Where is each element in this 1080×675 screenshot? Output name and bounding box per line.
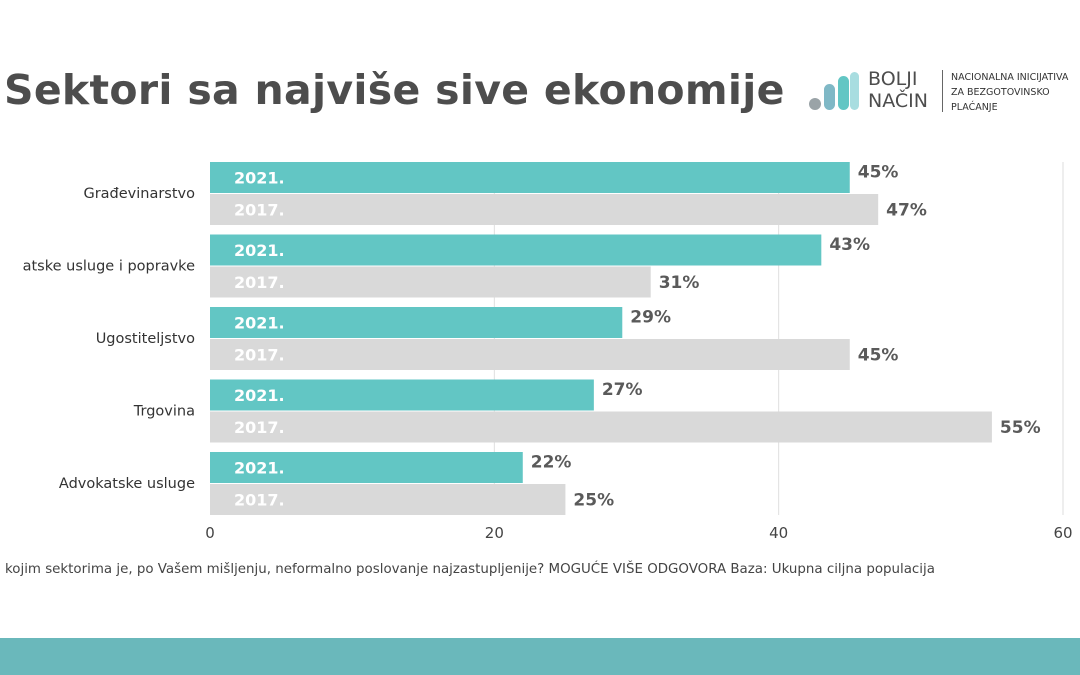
bar (210, 452, 523, 483)
category-label: Ugostiteljstvo (96, 331, 195, 347)
bar-series-label: 2017. (234, 273, 285, 292)
bar-series-label: 2021. (234, 459, 285, 478)
bar (210, 234, 822, 266)
x-tick-label: 60 (1053, 524, 1072, 542)
bar (210, 484, 566, 515)
logo-tagline-line3: PLAĆANJE (951, 102, 998, 113)
bar (210, 194, 879, 225)
bottom-bar (0, 638, 1080, 675)
logo: BOLJI NAČIN NACIONALNA INICIJATIVA ZA BE… (808, 68, 1080, 118)
bar-series-label: 2017. (234, 491, 285, 510)
logo-tagline-line2: ZA BEZGOTOVINSKO (951, 87, 1050, 98)
chart-title: Sektori sa najviše sive ekonomije (4, 66, 785, 114)
bar (210, 339, 850, 370)
data-label: 22% (531, 453, 572, 473)
logo-name: BOLJI NAČIN (868, 68, 928, 112)
category-label: Građevinarstvo (83, 186, 195, 202)
bar-series-label: 2021. (234, 386, 285, 405)
logo-tagline-line1: NACIONALNA INICIJATIVA (951, 72, 1069, 83)
data-label: 29% (630, 308, 671, 328)
bar-series-label: 2017. (234, 201, 285, 220)
x-tick-label: 0 (205, 524, 215, 542)
data-label: 45% (858, 346, 899, 366)
category-label: Advokatske usluge (59, 476, 195, 492)
bar-series-label: 2017. (234, 418, 285, 437)
logo-name-line1: BOLJI (868, 68, 918, 90)
bar-series-label: 2017. (234, 346, 285, 365)
category-label: atske usluge i popravke (23, 259, 195, 275)
logo-mark-icon (809, 72, 859, 110)
bar-series-label: 2021. (234, 169, 285, 188)
bar (210, 411, 992, 443)
data-label: 47% (886, 201, 927, 221)
data-label: 55% (1000, 418, 1041, 438)
footnote: kojim sektorima je, po Vašem mišljenju, … (5, 562, 935, 577)
logo-tagline: NACIONALNA INICIJATIVA ZA BEZGOTOVINSKO … (951, 70, 1068, 115)
x-tick-label: 40 (769, 524, 788, 542)
data-label: 43% (829, 235, 870, 255)
data-label: 25% (573, 491, 614, 511)
data-label: 31% (659, 273, 700, 293)
bar-series-label: 2021. (234, 314, 285, 333)
bar (210, 266, 651, 298)
bar (210, 379, 594, 411)
bar-series-label: 2021. (234, 241, 285, 260)
bar (210, 307, 623, 338)
bar (210, 162, 850, 193)
logo-separator (942, 70, 943, 112)
data-label: 45% (858, 163, 899, 183)
logo-name-line2: NAČIN (868, 90, 928, 112)
data-label: 27% (602, 380, 643, 400)
bar-chart: 0 20 40 60 Građevinarstvo 2021. 45% 2017. 47% ats… (23, 162, 1073, 542)
category-label: Trgovina (133, 404, 195, 420)
x-tick-label: 20 (485, 524, 504, 542)
